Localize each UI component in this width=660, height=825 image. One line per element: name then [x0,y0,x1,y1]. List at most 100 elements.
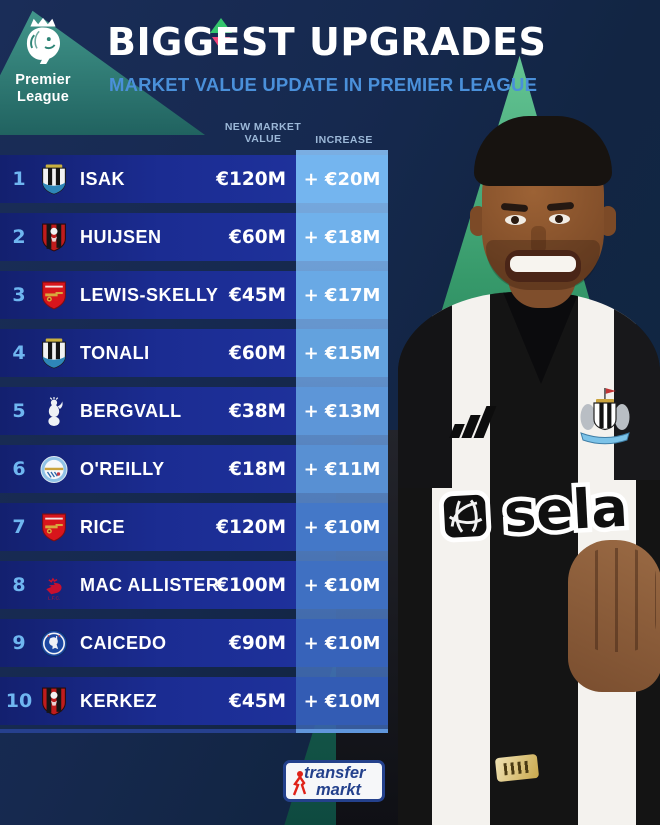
rank-label: 3 [12,284,26,306]
player-name: ISAK [80,168,126,189]
arrow-up-icon [210,18,232,33]
shirt-gold-patch [494,753,540,783]
shirt-sleeve [614,292,660,480]
increase-value: + €10M [296,619,388,667]
newcastle-crest-icon [38,337,70,369]
rank-label: 8 [12,574,26,596]
up-down-arrows [210,18,232,50]
transfermarkt-wordmark-line1: transfer [304,764,366,782]
rank-label: 5 [12,400,26,422]
tottenham-crest-icon [38,395,70,427]
shirt-sleeve [398,292,452,488]
page-title: BIGGEST UPGRADES [107,20,547,64]
player-eye [549,214,570,224]
player-name: LEWIS-SKELLY [80,284,219,305]
table-bottom-line [0,729,296,733]
market-value: €18M [228,458,286,480]
player-shirt: sela [398,292,660,825]
player-name: RICE [80,516,126,537]
player-name: O'REILLY [80,458,165,479]
player-name: BERGVALL [80,400,182,421]
arrow-down-icon [212,37,230,50]
increase-value: + €10M [296,561,388,609]
rank-label: 10 [5,690,33,712]
player-name: HUIJSEN [80,226,162,247]
premier-league-label: League [17,88,69,105]
table-row: 2 HUIJSEN €60M + €18M [0,213,388,261]
premier-league-label: Premier [15,72,71,88]
chelsea-crest-icon [38,627,70,659]
table-row-main: 5 BERGVALL €38M [0,387,296,435]
increase-value: + €13M [296,387,388,435]
player-nose [531,226,546,254]
player-teeth [510,256,576,272]
column-header-increase: INCREASE [315,134,373,146]
table-row: 6 O'REILLY €18M + €11M [0,445,388,493]
player-name: CAICEDO [80,632,167,653]
table-row: 8 L.F.C. MAC ALLISTER €100M + €10M [0,561,388,609]
market-value: €60M [228,342,286,364]
adidas-logo-icon [449,404,498,438]
market-value: €120M [216,168,286,190]
market-value: €45M [228,690,286,712]
transfermarkt-runner-icon [292,771,307,796]
page-subtitle: MARKET VALUE UPDATE IN PREMIER LEAGUE [109,74,538,95]
player-ear [600,206,616,236]
player-name: TONALI [80,342,150,363]
market-value: €120M [216,516,286,538]
table-row-main: 2 HUIJSEN €60M [0,213,296,261]
arsenal-crest-icon [38,511,70,543]
arsenal-crest-icon [38,279,70,311]
market-value: €60M [228,226,286,248]
table-row: 7 RICE €120M + €10M [0,503,388,551]
man-city-crest-icon [38,453,70,485]
market-value: €45M [228,284,286,306]
increase-value: + €15M [296,329,388,377]
table-row-main: 10 KERKEZ €45M [0,677,296,725]
table-row-main: 8 L.F.C. MAC ALLISTER €100M [0,561,296,609]
rank-label: 1 [12,168,26,190]
market-value: €100M [216,574,286,596]
liverpool-crest-icon: L.F.C. [38,569,70,601]
rank-label: 7 [12,516,26,538]
table-row-main: 3 LEWIS-SKELLY €45M [0,271,296,319]
rank-label: 9 [12,632,26,654]
player-name: KERKEZ [80,690,158,711]
table-bottom-line-highlight [296,729,388,733]
sela-globe-icon [438,490,492,543]
sela-wordmark: sela [498,474,633,546]
table-row: 9 CAICEDO €90M + €10M [0,619,388,667]
bournemouth-crest-icon [38,221,70,253]
player-hand [568,540,660,692]
transfermarkt-logo: transfer markt [283,760,385,802]
premier-league-lion-icon [26,17,61,64]
premier-league-logo: Premier League [10,12,76,105]
column-header-new-market-value: NEW MARKET VALUE [224,121,302,146]
table-row-main: 1 ISAK €120M [0,155,296,203]
svg-text:sela: sela [502,476,629,545]
table-row-main: 9 CAICEDO €90M [0,619,296,667]
table-row: 1 ISAK €120M + €20M [0,155,388,203]
increase-value: + €17M [296,271,388,319]
increase-value: + €11M [296,445,388,493]
newcastle-united-shirt-crest-icon [580,388,630,445]
increase-value: + €20M [296,155,388,203]
table-row: 5 BERGVALL €38M + €13M [0,387,388,435]
increase-value: + €18M [296,213,388,261]
newcastle-crest-icon [38,163,70,195]
svg-text:L.F.C.: L.F.C. [48,595,60,601]
bournemouth-crest-icon [38,685,70,717]
table-row: 4 TONALI €60M + €15M [0,329,388,377]
market-value: €38M [228,400,286,422]
market-value: €90M [228,632,286,654]
table-rows: 1 ISAK €120M + €20M 2 HUIJSEN €60M + €18… [0,155,388,735]
table-row-main: 7 RICE €120M [0,503,296,551]
rank-label: 6 [12,458,26,480]
player-eye [505,215,526,225]
sela-sponsor-logo: sela [436,474,653,549]
table-row-main: 6 O'REILLY €18M [0,445,296,493]
player-hair [474,116,612,186]
transfermarkt-wordmark-line2: markt [316,781,361,800]
